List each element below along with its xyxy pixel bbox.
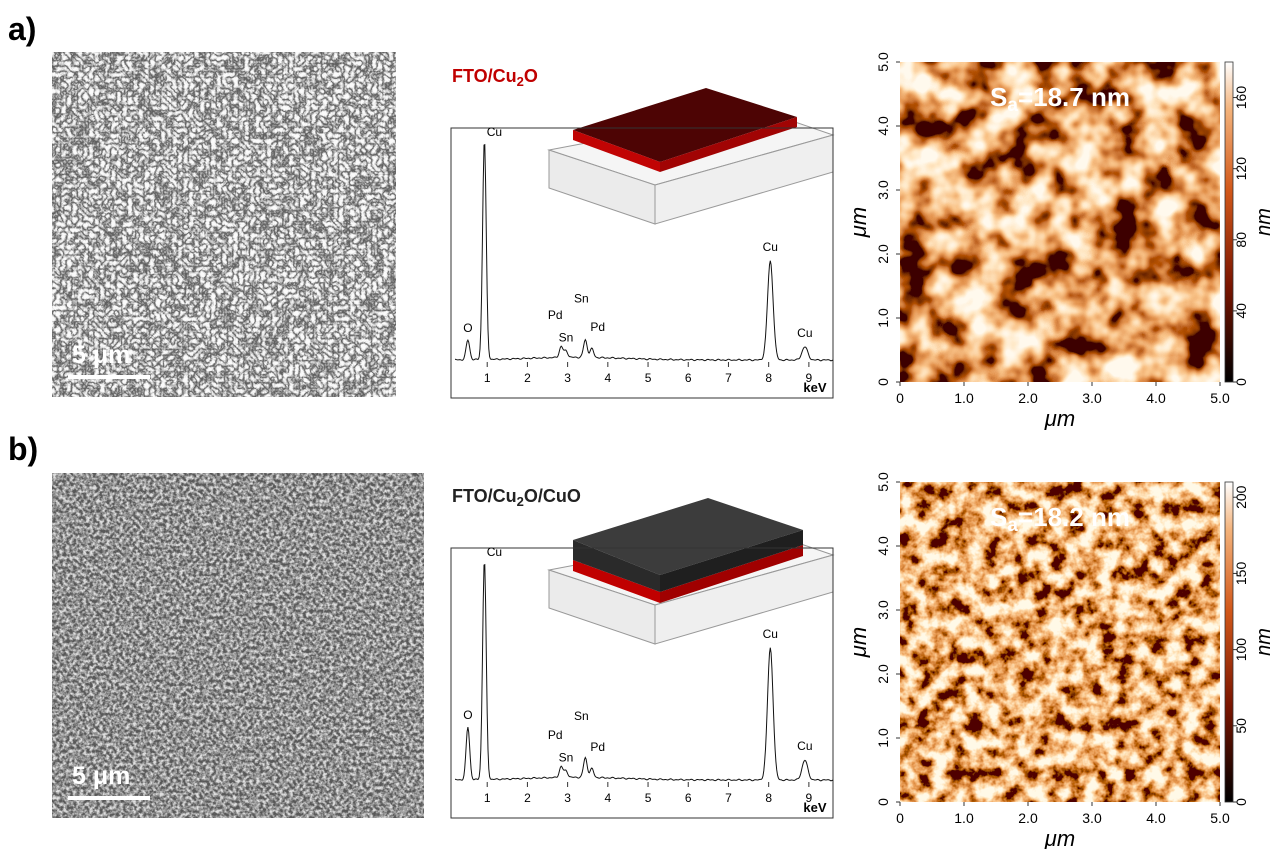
- x-tick-label: 0: [896, 810, 904, 826]
- peak-label: Cu: [487, 545, 502, 559]
- peak-label: Pd: [590, 740, 605, 754]
- x-axis-label: keV: [803, 380, 826, 395]
- panel-label: a): [8, 11, 36, 47]
- x-tick-label: 3.0: [1082, 390, 1102, 406]
- colorbar: [1225, 482, 1233, 802]
- colorbar: [1225, 62, 1233, 382]
- x-tick-label: 4.0: [1146, 810, 1166, 826]
- colorbar-tick-label: 40: [1233, 303, 1249, 319]
- x-tick-label: 5: [645, 371, 652, 385]
- colorbar-label: nm: [1253, 208, 1275, 236]
- colorbar-tick-label: 160: [1233, 86, 1249, 110]
- y-tick-label: 5.0: [875, 52, 891, 72]
- y-tick-label: 3.0: [875, 180, 891, 200]
- eds-title: FTO/Cu2O/CuO: [452, 486, 581, 509]
- peak-label: Cu: [797, 326, 812, 340]
- title-part: O: [524, 66, 538, 86]
- roughness-sub: a: [1007, 515, 1018, 536]
- title-part: FTO/Cu: [452, 66, 517, 86]
- peak-label: Cu: [763, 240, 778, 254]
- scale-bar-label: 5 μm: [72, 762, 130, 790]
- peak-label: Cu: [797, 739, 812, 753]
- x-tick-label: 2.0: [1018, 810, 1038, 826]
- x-axis-label: μm: [1044, 826, 1075, 849]
- colorbar-tick-label: 200: [1233, 485, 1249, 509]
- colorbar-tick-label: 80: [1233, 232, 1249, 248]
- x-axis-label: keV: [803, 800, 826, 815]
- colorbar-tick-label: 150: [1233, 562, 1249, 586]
- x-tick-label: 1.0: [954, 810, 974, 826]
- layer-schematic: [549, 88, 833, 224]
- y-tick-label: 0: [875, 378, 891, 386]
- roughness-symbol: S: [990, 82, 1007, 112]
- roughness-symbol: S: [990, 502, 1007, 532]
- y-tick-label: 4.0: [875, 536, 891, 556]
- x-tick-label: 6: [685, 371, 692, 385]
- x-tick-label: 1: [484, 371, 491, 385]
- colorbar-tick-label: 100: [1233, 638, 1249, 662]
- eds-title: FTO/Cu2O: [452, 66, 538, 89]
- x-tick-label: 1: [484, 791, 491, 805]
- y-tick-label: 3.0: [875, 600, 891, 620]
- y-tick-label: 2.0: [875, 664, 891, 684]
- x-tick-label: 3: [564, 371, 571, 385]
- peak-label: Sn: [574, 291, 589, 305]
- y-tick-label: 1.0: [875, 728, 891, 748]
- colorbar-label: nm: [1253, 628, 1275, 656]
- x-tick-label: 4: [604, 371, 611, 385]
- x-tick-label: 0: [896, 390, 904, 406]
- peak-label: Cu: [487, 125, 502, 139]
- peak-label: Pd: [548, 728, 563, 742]
- peak-label: O: [463, 708, 472, 722]
- x-tick-label: 2: [524, 371, 531, 385]
- colorbar-tick-label: 120: [1233, 157, 1249, 181]
- colorbar-tick-label: 0: [1233, 798, 1249, 806]
- peak-label: Pd: [548, 308, 563, 322]
- peak-label: Sn: [574, 709, 589, 723]
- roughness-sub: a: [1007, 95, 1018, 116]
- peak-label: Sn: [559, 330, 574, 344]
- x-tick-label: 7: [725, 371, 732, 385]
- title-sub: 2: [517, 494, 524, 509]
- y-axis-label: μm: [846, 627, 871, 658]
- x-tick-label: 2: [524, 791, 531, 805]
- colorbar-tick-label: 50: [1233, 718, 1249, 734]
- x-tick-label: 4.0: [1146, 390, 1166, 406]
- y-tick-label: 0: [875, 798, 891, 806]
- y-tick-label: 2.0: [875, 244, 891, 264]
- x-tick-label: 3: [564, 791, 571, 805]
- title-part: O/CuO: [524, 486, 581, 506]
- x-tick-label: 8: [765, 371, 772, 385]
- x-tick-label: 3.0: [1082, 810, 1102, 826]
- x-tick-label: 5.0: [1210, 390, 1230, 406]
- panel-label: b): [8, 431, 38, 467]
- x-tick-label: 2.0: [1018, 390, 1038, 406]
- x-tick-label: 6: [685, 791, 692, 805]
- y-tick-label: 5.0: [875, 472, 891, 492]
- figure: a)5 μmFTO/Cu2O123456789keVOCuPdSnSnPdCuC…: [0, 0, 1282, 849]
- x-tick-label: 5: [645, 791, 652, 805]
- colorbar-tick-label: 0: [1233, 378, 1249, 386]
- x-tick-label: 7: [725, 791, 732, 805]
- x-tick-label: 1.0: [954, 390, 974, 406]
- layer-schematic: [549, 498, 833, 644]
- peak-label: Sn: [559, 750, 574, 764]
- y-axis-label: μm: [846, 207, 871, 238]
- x-tick-label: 5.0: [1210, 810, 1230, 826]
- peak-label: Cu: [763, 627, 778, 641]
- roughness-value: =18.2 nm: [1018, 502, 1130, 532]
- y-tick-label: 1.0: [875, 308, 891, 328]
- title-part: FTO/Cu: [452, 486, 517, 506]
- x-tick-label: 4: [604, 791, 611, 805]
- title-sub: 2: [517, 74, 524, 89]
- scale-bar-label: 5 μm: [72, 341, 130, 369]
- roughness-value: =18.7 nm: [1018, 82, 1130, 112]
- peak-label: Pd: [590, 320, 605, 334]
- x-axis-label: μm: [1044, 406, 1075, 431]
- peak-label: O: [463, 321, 472, 335]
- x-tick-label: 8: [765, 791, 772, 805]
- y-tick-label: 4.0: [875, 116, 891, 136]
